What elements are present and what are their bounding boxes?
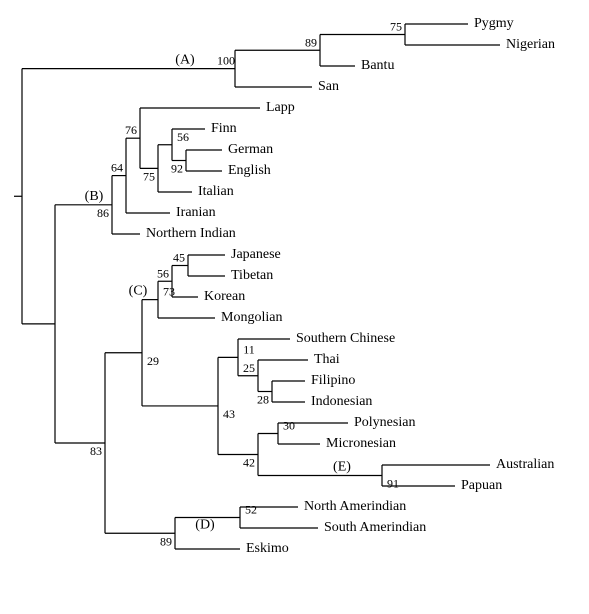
clade-label-B: (B) xyxy=(85,189,104,204)
bootstrap-n89b: 89 xyxy=(160,534,172,548)
leaf-polynesian: Polynesian xyxy=(354,415,415,430)
bootstrap-n75b: 75 xyxy=(143,169,155,183)
bootstrap-n76: 76 xyxy=(125,123,137,137)
leaf-japanese: Japanese xyxy=(231,247,281,262)
leaf-nigerian: Nigerian xyxy=(506,37,555,52)
leaf-bantu: Bantu xyxy=(361,58,394,73)
leaf-micronesian: Micronesian xyxy=(326,436,396,451)
bootstrap-n25: 25 xyxy=(243,361,255,375)
bootstrap-n92: 92 xyxy=(171,162,183,176)
bootstrap-n43: 43 xyxy=(223,407,235,421)
bootstrap-n45: 45 xyxy=(173,251,185,265)
leaf-samer: South Amerindian xyxy=(324,520,426,535)
leaf-san: San xyxy=(318,79,339,94)
bootstrap-n91: 91 xyxy=(387,477,399,491)
leaf-pygmy: Pygmy xyxy=(474,16,514,31)
bootstrap-n86: 86 xyxy=(97,206,109,220)
bootstrap-n52: 52 xyxy=(245,503,257,517)
leaf-thai: Thai xyxy=(314,352,340,367)
leaf-namer: North Amerindian xyxy=(304,499,406,514)
leaf-tibetan: Tibetan xyxy=(231,268,273,283)
clade-label-A: (A) xyxy=(175,53,195,68)
bootstrap-n56b: 56 xyxy=(157,266,169,280)
leaf-nindian: Northern Indian xyxy=(146,226,236,241)
leaf-iranian: Iranian xyxy=(176,205,216,220)
branches xyxy=(14,24,500,549)
leaf-mongolian: Mongolian xyxy=(221,310,282,325)
bootstrap-n83: 83 xyxy=(90,444,102,458)
leaf-finn: Finn xyxy=(211,121,237,136)
clade-label-D: (D) xyxy=(195,517,215,532)
leaf-italian: Italian xyxy=(198,184,234,199)
bootstrap-n30: 30 xyxy=(283,419,295,433)
bootstrap-n64: 64 xyxy=(111,161,123,175)
bootstrap-n75: 75 xyxy=(390,20,402,34)
bootstrap-n28: 28 xyxy=(257,393,269,407)
bootstrap-n56a: 56 xyxy=(177,130,189,144)
bootstrap-n29: 29 xyxy=(147,354,159,368)
clade-label-C: (C) xyxy=(129,284,148,299)
leaf-papuan: Papuan xyxy=(461,478,502,493)
leaf-lapp: Lapp xyxy=(266,100,295,115)
leaf-english: English xyxy=(228,163,271,178)
clade-label-E: (E) xyxy=(333,460,351,475)
bootstrap-n42: 42 xyxy=(243,456,255,470)
leaf-filipino: Filipino xyxy=(311,373,355,388)
leaf-schinese: Southern Chinese xyxy=(296,331,395,346)
leaf-eskimo: Eskimo xyxy=(246,541,289,556)
bootstrap-n11: 11 xyxy=(243,342,255,356)
leaf-australian: Australian xyxy=(496,457,554,472)
bootstrap-n73: 73 xyxy=(163,285,175,299)
leaf-korean: Korean xyxy=(204,289,245,304)
bootstrap-n100: 100 xyxy=(217,54,235,68)
phylogenetic-tree: Pygmy Nigerian Bantu San Lapp Finn German Engli… xyxy=(0,0,589,614)
leaf-german: German xyxy=(228,142,273,157)
leaf-indonesian: Indonesian xyxy=(311,394,372,409)
bootstrap-n89: 89 xyxy=(305,35,317,49)
